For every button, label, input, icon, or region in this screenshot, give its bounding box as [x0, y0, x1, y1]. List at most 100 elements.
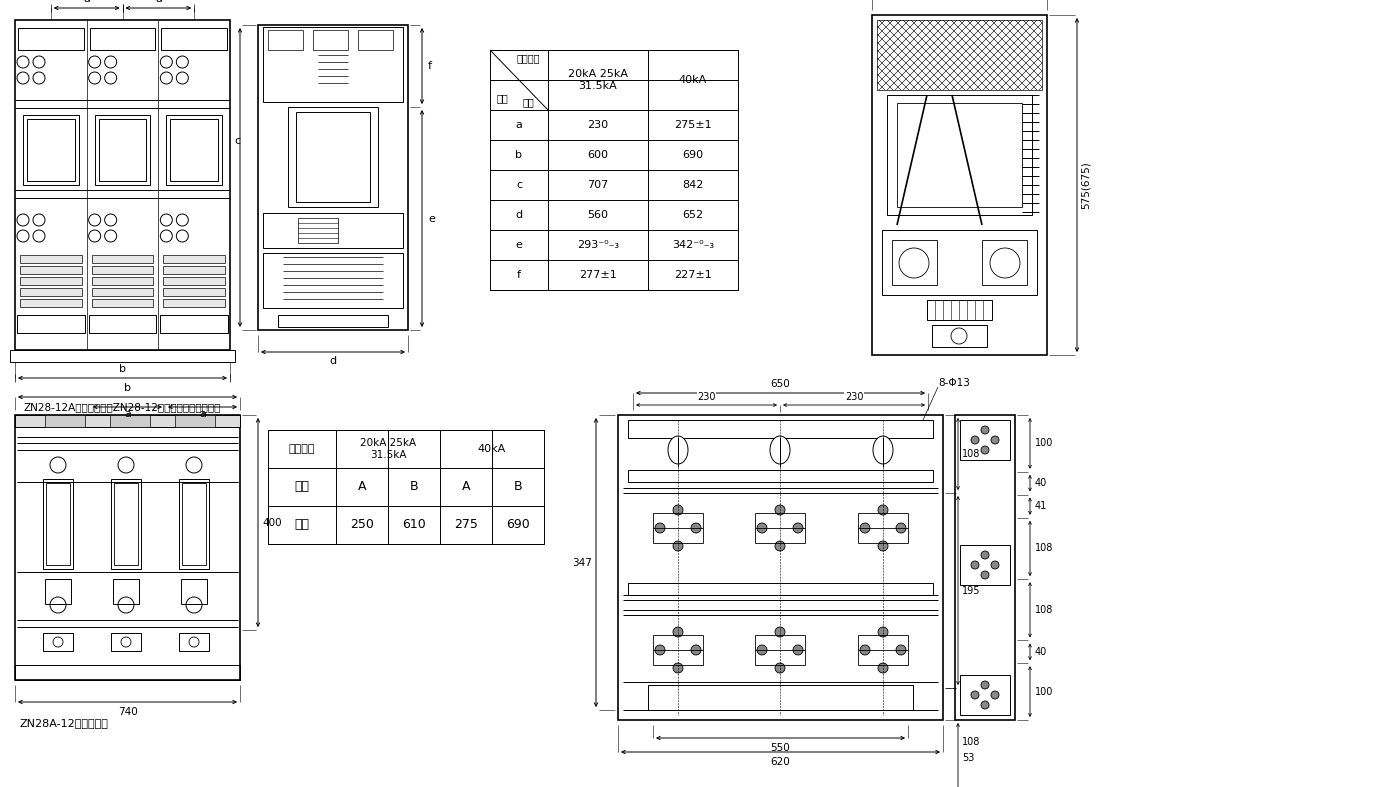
Circle shape [981, 701, 988, 709]
Bar [170, 119, 217, 181]
Bar [20, 266, 82, 274]
Text: 293⁻⁰₋₃: 293⁻⁰₋₃ [577, 240, 619, 250]
Bar [873, 15, 1047, 355]
Bar [89, 315, 156, 333]
Circle shape [655, 523, 665, 533]
Bar [960, 675, 1011, 715]
Text: 620: 620 [771, 757, 790, 767]
Bar [289, 107, 378, 207]
Text: 277±1: 277±1 [579, 270, 618, 280]
Bar [15, 20, 230, 350]
Bar [877, 20, 1041, 90]
Circle shape [896, 645, 906, 655]
Bar [314, 30, 348, 50]
Bar [178, 479, 209, 569]
Circle shape [757, 523, 767, 533]
Text: a: a [84, 0, 91, 4]
Text: 610: 610 [401, 519, 427, 531]
Text: ZN28A-12外形尺寸图: ZN28A-12外形尺寸图 [20, 718, 109, 728]
Text: e: e [516, 240, 523, 250]
Bar [45, 415, 85, 427]
Bar [112, 479, 141, 569]
Text: 195: 195 [962, 586, 980, 596]
Bar [298, 218, 337, 243]
Text: a: a [516, 120, 523, 130]
Bar [277, 315, 388, 327]
Bar [92, 299, 153, 307]
Bar [652, 635, 703, 665]
Text: f: f [428, 61, 432, 71]
Bar [296, 112, 369, 202]
Bar [258, 25, 408, 330]
Bar [358, 30, 393, 50]
Bar [20, 277, 82, 285]
Circle shape [775, 627, 785, 637]
Circle shape [878, 627, 888, 637]
Circle shape [691, 645, 701, 655]
Circle shape [757, 645, 767, 655]
Bar [99, 119, 146, 181]
Bar [268, 430, 544, 544]
Text: 650: 650 [771, 379, 790, 389]
Bar [857, 635, 907, 665]
Bar [652, 513, 703, 543]
Circle shape [691, 523, 701, 533]
Text: 600: 600 [587, 150, 609, 160]
Text: 230: 230 [587, 120, 609, 130]
Text: a: a [199, 409, 206, 419]
Text: 275±1: 275±1 [675, 120, 712, 130]
Text: d: d [329, 356, 336, 366]
Ellipse shape [668, 436, 689, 464]
Bar [162, 28, 227, 50]
Bar [163, 299, 224, 307]
Bar [756, 635, 804, 665]
Text: 40kA: 40kA [478, 444, 506, 454]
Text: A: A [358, 481, 367, 493]
Text: 342⁻⁰₋₃: 342⁻⁰₋₃ [672, 240, 714, 250]
Text: B: B [410, 481, 418, 493]
Bar [491, 50, 737, 290]
Circle shape [793, 645, 803, 655]
Circle shape [673, 663, 683, 673]
Circle shape [991, 561, 999, 569]
Bar [95, 115, 151, 185]
Text: c: c [234, 136, 240, 146]
Bar [15, 415, 240, 427]
Circle shape [896, 523, 906, 533]
Bar [113, 579, 139, 604]
Bar [756, 513, 804, 543]
Text: 842: 842 [682, 180, 704, 190]
Bar [45, 579, 71, 604]
Bar [166, 115, 222, 185]
Circle shape [775, 663, 785, 673]
Circle shape [793, 523, 803, 533]
Text: e: e [428, 213, 435, 224]
Bar [181, 579, 206, 604]
Text: B: B [513, 481, 523, 493]
Text: 20kA 25kA
31.5kA: 20kA 25kA 31.5kA [567, 68, 629, 91]
Bar [110, 415, 151, 427]
Bar [629, 420, 933, 438]
Text: 230: 230 [845, 392, 863, 402]
Circle shape [981, 446, 988, 454]
Bar [981, 240, 1027, 285]
Bar [89, 28, 155, 50]
Bar [892, 240, 937, 285]
Bar [178, 633, 209, 651]
Text: 额定电流: 额定电流 [516, 53, 539, 63]
Bar [857, 513, 907, 543]
Bar [26, 119, 75, 181]
Circle shape [775, 505, 785, 515]
Text: 108: 108 [962, 737, 980, 747]
Text: 250: 250 [350, 519, 374, 531]
Text: b: b [118, 364, 125, 374]
Bar [183, 483, 206, 565]
Circle shape [981, 551, 988, 559]
Circle shape [775, 541, 785, 551]
Text: 40: 40 [1034, 647, 1047, 657]
Bar [263, 253, 403, 308]
Circle shape [878, 663, 888, 673]
Text: a: a [124, 409, 131, 419]
Bar [933, 325, 987, 347]
Circle shape [673, 541, 683, 551]
